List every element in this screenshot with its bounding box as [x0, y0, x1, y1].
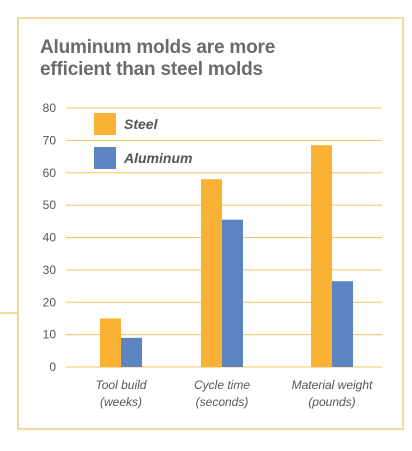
chart-title-line-2: efficient than steel molds: [40, 59, 263, 80]
y-tick-label: 50: [43, 198, 57, 212]
bar-aluminum-1: [222, 219, 243, 367]
y-tick-label: 60: [43, 166, 57, 180]
y-tick-label: 20: [43, 295, 57, 309]
y-tick-label: 30: [43, 263, 57, 277]
legend-label-aluminum: Aluminum: [123, 150, 192, 166]
callout-connector-line: [0, 312, 17, 314]
x-category-label: Material weight: [292, 378, 373, 392]
x-category-label: (seconds): [196, 395, 249, 409]
bar-steel-1: [201, 179, 222, 367]
legend-swatch-aluminum: [94, 147, 116, 169]
y-tick-label: 0: [49, 360, 56, 374]
x-category-label: (pounds): [308, 395, 355, 409]
bar-steel-2: [311, 145, 332, 367]
legend-label-steel: Steel: [124, 116, 159, 132]
y-tick-label: 40: [43, 231, 57, 245]
y-tick-label: 80: [43, 101, 57, 115]
y-tick-label: 70: [43, 133, 57, 147]
y-tick-label: 10: [43, 328, 57, 342]
bar-aluminum-2: [332, 281, 353, 367]
bar-steel-0: [100, 318, 121, 367]
x-category-label: Tool build: [96, 378, 147, 392]
x-category-label: (weeks): [100, 395, 142, 409]
x-category-label: Cycle time: [194, 378, 250, 392]
legend-swatch-steel: [94, 113, 116, 135]
chart-title-line-1: Aluminum molds are more: [40, 37, 276, 58]
bar-aluminum-0: [121, 337, 142, 367]
